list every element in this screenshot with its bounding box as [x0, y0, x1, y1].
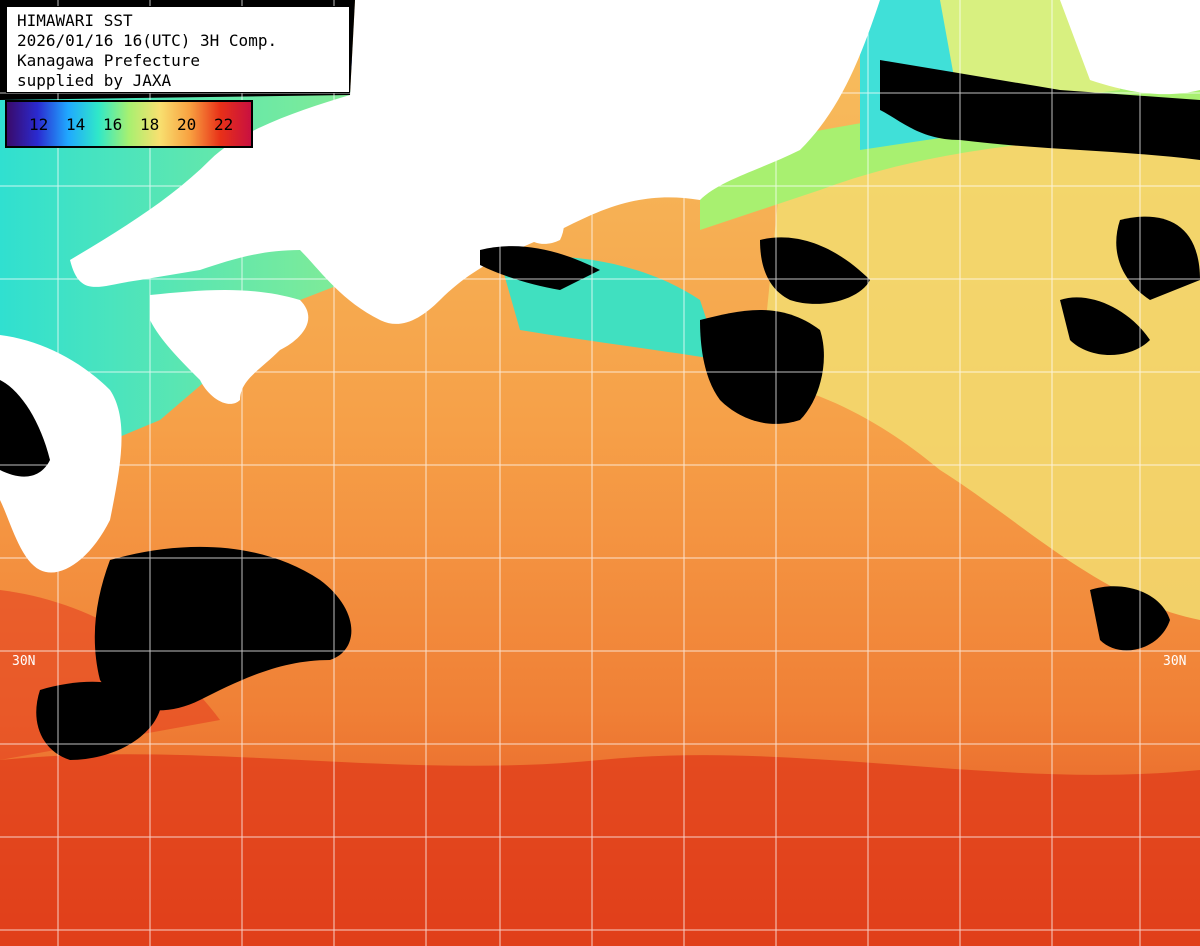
legend-tick: 20 [177, 114, 197, 134]
lat-label-30n-right: 30N [1163, 654, 1187, 669]
legend-tick: 22 [214, 114, 234, 134]
temperature-legend: 12 14 16 18 20 22 [5, 100, 253, 148]
cloud-bay [700, 310, 824, 424]
cloud-kyushu [0, 380, 50, 477]
cloud-west-b [36, 681, 160, 760]
info-source: supplied by JAXA [17, 71, 172, 90]
info-datetime: 2026/01/16 16(UTC) 3H Comp. [17, 31, 278, 50]
lat-label-33-partial: 33 [10, 373, 26, 388]
land-honshu [70, 0, 880, 324]
legend-tick: 14 [66, 114, 86, 134]
info-region: Kanagawa Prefecture [17, 51, 201, 70]
land-kii [520, 190, 564, 244]
lon-label-144e: 144E [1124, 4, 1139, 36]
legend-tick: 18 [140, 114, 160, 134]
land-shikoku [150, 290, 309, 404]
info-title: HIMAWARI SST [17, 11, 133, 30]
cloud-west-a [94, 546, 352, 711]
legend-tick: 16 [103, 114, 123, 134]
land-north-east [1060, 0, 1200, 95]
info-box: HIMAWARI SST 2026/01/16 16(UTC) 3H Comp.… [6, 6, 350, 93]
cloud-east-b [1060, 297, 1150, 355]
lat-label-36n: 36N [1163, 82, 1187, 97]
cloud-east-shelf [760, 237, 870, 304]
cloud-east-c [1090, 586, 1170, 651]
land-kyushu [0, 335, 122, 573]
legend-tick: 12 [29, 114, 49, 134]
warm-water-south [0, 754, 1200, 946]
cool-water-east [760, 120, 1200, 620]
lat-label-30n-left: 30N [12, 654, 36, 669]
lon-label-136e: 136E [484, 4, 499, 36]
